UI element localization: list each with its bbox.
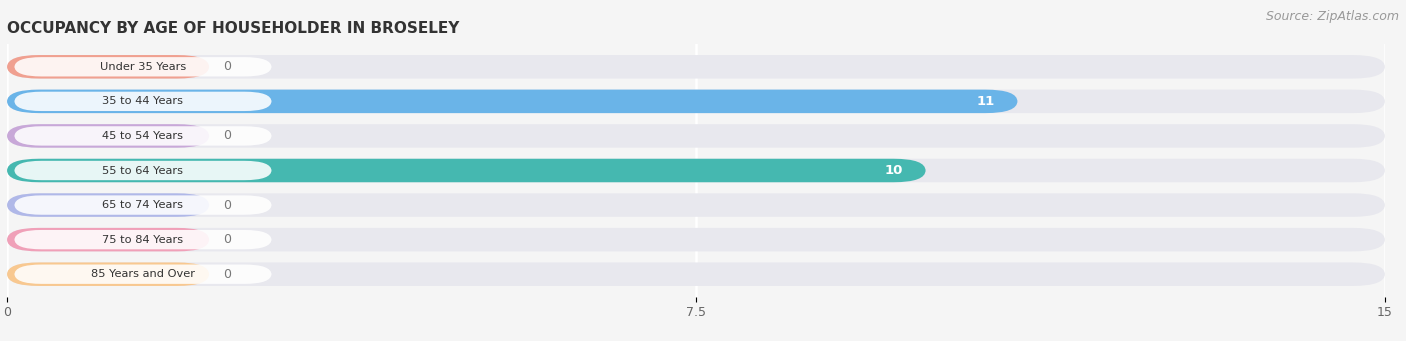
Text: 10: 10 xyxy=(884,164,903,177)
FancyBboxPatch shape xyxy=(14,57,271,76)
FancyBboxPatch shape xyxy=(7,263,209,286)
FancyBboxPatch shape xyxy=(7,90,1018,113)
FancyBboxPatch shape xyxy=(14,92,271,111)
Text: 55 to 64 Years: 55 to 64 Years xyxy=(103,165,183,176)
FancyBboxPatch shape xyxy=(7,55,209,78)
FancyBboxPatch shape xyxy=(7,90,1385,113)
Text: 65 to 74 Years: 65 to 74 Years xyxy=(103,200,183,210)
FancyBboxPatch shape xyxy=(7,159,925,182)
FancyBboxPatch shape xyxy=(7,263,1385,286)
FancyBboxPatch shape xyxy=(7,228,209,251)
FancyBboxPatch shape xyxy=(14,230,271,249)
FancyBboxPatch shape xyxy=(7,228,1385,251)
Text: 11: 11 xyxy=(976,95,994,108)
Text: 0: 0 xyxy=(224,130,231,143)
Text: Under 35 Years: Under 35 Years xyxy=(100,62,186,72)
FancyBboxPatch shape xyxy=(14,265,271,284)
Text: 35 to 44 Years: 35 to 44 Years xyxy=(103,97,183,106)
Text: 0: 0 xyxy=(224,60,231,73)
FancyBboxPatch shape xyxy=(7,55,1385,78)
Text: 0: 0 xyxy=(224,233,231,246)
Text: 75 to 84 Years: 75 to 84 Years xyxy=(103,235,184,244)
FancyBboxPatch shape xyxy=(7,124,209,148)
Text: 0: 0 xyxy=(224,268,231,281)
FancyBboxPatch shape xyxy=(14,161,271,180)
FancyBboxPatch shape xyxy=(7,159,1385,182)
FancyBboxPatch shape xyxy=(7,124,1385,148)
Text: OCCUPANCY BY AGE OF HOUSEHOLDER IN BROSELEY: OCCUPANCY BY AGE OF HOUSEHOLDER IN BROSE… xyxy=(7,21,460,36)
Text: Source: ZipAtlas.com: Source: ZipAtlas.com xyxy=(1265,10,1399,23)
FancyBboxPatch shape xyxy=(7,193,209,217)
Text: 0: 0 xyxy=(224,198,231,211)
FancyBboxPatch shape xyxy=(14,195,271,215)
Text: 85 Years and Over: 85 Years and Over xyxy=(91,269,195,279)
FancyBboxPatch shape xyxy=(7,193,1385,217)
Text: 45 to 54 Years: 45 to 54 Years xyxy=(103,131,183,141)
FancyBboxPatch shape xyxy=(14,126,271,146)
